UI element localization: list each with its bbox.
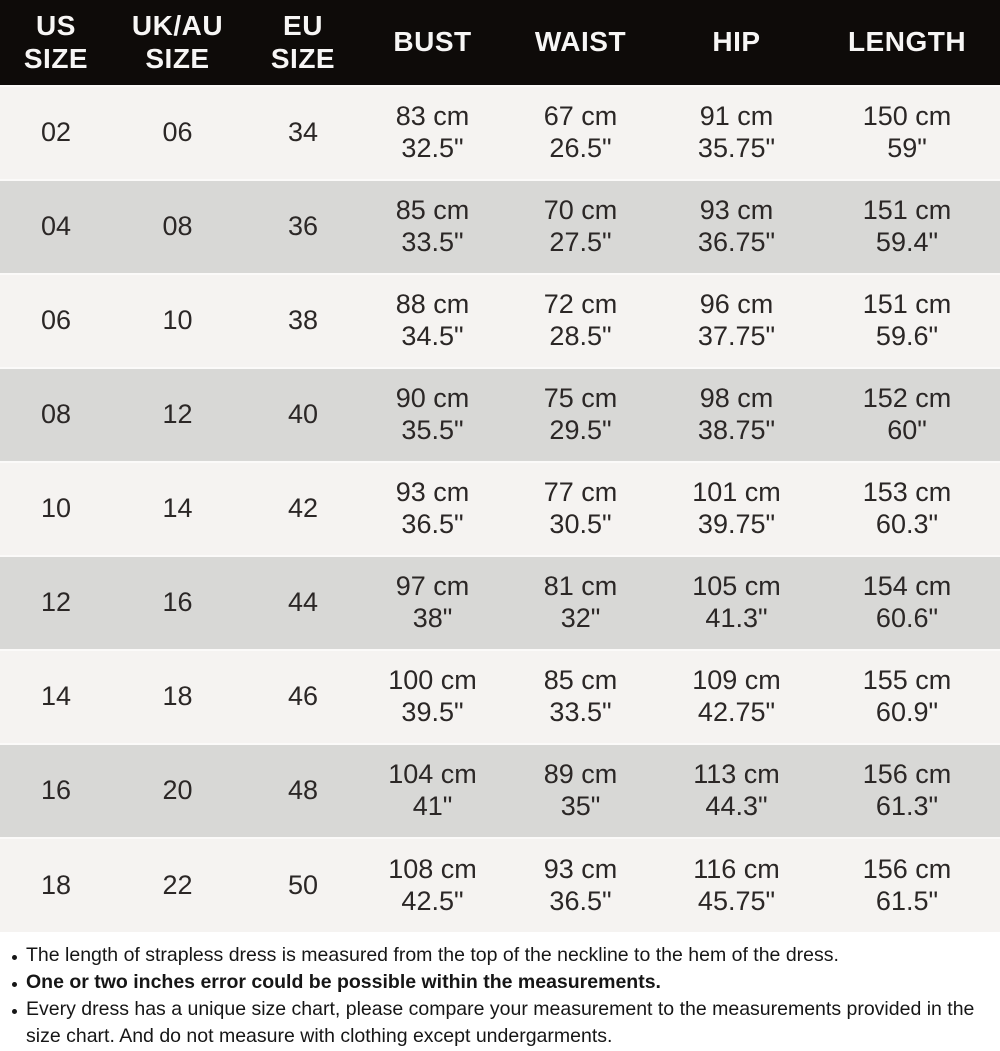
cell-waist: 75 cm 29.5" (502, 367, 659, 462)
cell-length: 150 cm 59" (814, 85, 1000, 180)
cell-uk-au-size: 08 (112, 179, 243, 274)
cell-us-size: 18 (0, 837, 112, 932)
header-row: US SIZE UK/AU SIZE EU SIZE BUST WAIST HIP LENGTH (0, 0, 1000, 86)
table-row: 14 18 46 100 cm 39.5" 85 cm 33.5" 109 cm 42.75" 1… (0, 649, 1000, 744)
cell-length: 152 cm 60" (814, 367, 1000, 462)
cell-uk-au-size: 06 (112, 85, 243, 180)
table-row: 10 14 42 93 cm 36.5" 77 cm 30.5" 101 cm 39.75" 15… (0, 461, 1000, 556)
column-header-hip: HIP (712, 26, 761, 58)
cell-eu-size: 38 (243, 273, 363, 368)
table-row: 16 20 48 104 cm 41" 89 cm 35" 113 cm 44.3" 156 cm… (0, 743, 1000, 838)
cell-uk-au-size: 22 (112, 837, 243, 932)
column-header-length: LENGTH (847, 26, 967, 58)
cell-uk-au-size: 16 (112, 555, 243, 650)
cell-waist: 67 cm 26.5" (502, 85, 659, 180)
cell-eu-size: 44 (243, 555, 363, 650)
column-header-uk-au-size: UK/AU SIZE (131, 10, 224, 74)
note-text: The length of strapless dress is measure… (26, 944, 839, 966)
column-header-eu-size: EU SIZE (270, 10, 336, 74)
cell-us-size: 16 (0, 743, 112, 838)
note-item: The length of strapless dress is measure… (6, 942, 990, 969)
note-text: Every dress has a unique size chart, ple… (26, 998, 975, 1047)
cell-bust: 104 cm 41" (363, 743, 502, 838)
cell-eu-size: 48 (243, 743, 363, 838)
cell-hip: 91 cm 35.75" (659, 85, 814, 180)
note-text: One or two inches error could be possibl… (26, 971, 661, 993)
cell-eu-size: 50 (243, 837, 363, 932)
notes-section: The length of strapless dress is measure… (0, 932, 1000, 1050)
bullet-icon (12, 1009, 17, 1014)
cell-uk-au-size: 20 (112, 743, 243, 838)
cell-us-size: 06 (0, 273, 112, 368)
cell-us-size: 14 (0, 649, 112, 744)
cell-length: 156 cm 61.3" (814, 743, 1000, 838)
cell-uk-au-size: 14 (112, 461, 243, 556)
bullet-icon (12, 955, 17, 960)
cell-length: 156 cm 61.5" (814, 837, 1000, 932)
cell-eu-size: 40 (243, 367, 363, 462)
bullet-icon (12, 982, 17, 987)
cell-waist: 81 cm 32" (502, 555, 659, 650)
cell-waist: 89 cm 35" (502, 743, 659, 838)
cell-hip: 93 cm 36.75" (659, 179, 814, 274)
column-header-us-size: US SIZE (23, 10, 89, 74)
cell-uk-au-size: 18 (112, 649, 243, 744)
size-table-body: 02 06 34 83 cm 32.5" 67 cm 26.5" 91 cm 35.75" 150… (0, 85, 1000, 932)
cell-bust: 85 cm 33.5" (363, 179, 502, 274)
cell-hip: 109 cm 42.75" (659, 649, 814, 744)
cell-bust: 90 cm 35.5" (363, 367, 502, 462)
cell-us-size: 10 (0, 461, 112, 556)
cell-length: 151 cm 59.4" (814, 179, 1000, 274)
note-item: One or two inches error could be possibl… (6, 969, 990, 996)
cell-length: 153 cm 60.3" (814, 461, 1000, 556)
cell-hip: 101 cm 39.75" (659, 461, 814, 556)
cell-bust: 83 cm 32.5" (363, 85, 502, 180)
cell-length: 154 cm 60.6" (814, 555, 1000, 650)
cell-bust: 88 cm 34.5" (363, 273, 502, 368)
table-row: 04 08 36 85 cm 33.5" 70 cm 27.5" 93 cm 36.75" 151… (0, 179, 1000, 274)
note-item: Every dress has a unique size chart, ple… (6, 996, 990, 1050)
cell-waist: 70 cm 27.5" (502, 179, 659, 274)
cell-us-size: 12 (0, 555, 112, 650)
cell-eu-size: 46 (243, 649, 363, 744)
cell-eu-size: 36 (243, 179, 363, 274)
column-header-waist: WAIST (534, 26, 627, 58)
cell-us-size: 02 (0, 85, 112, 180)
table-row: 18 22 50 108 cm 42.5" 93 cm 36.5" 116 cm 45.75" 1… (0, 837, 1000, 932)
table-row: 02 06 34 83 cm 32.5" 67 cm 26.5" 91 cm 35.75" 150… (0, 85, 1000, 180)
cell-hip: 116 cm 45.75" (659, 837, 814, 932)
cell-bust: 100 cm 39.5" (363, 649, 502, 744)
cell-waist: 77 cm 30.5" (502, 461, 659, 556)
cell-length: 151 cm 59.6" (814, 273, 1000, 368)
table-row: 08 12 40 90 cm 35.5" 75 cm 29.5" 98 cm 38.75" 152… (0, 367, 1000, 462)
cell-eu-size: 42 (243, 461, 363, 556)
cell-hip: 113 cm 44.3" (659, 743, 814, 838)
cell-waist: 93 cm 36.5" (502, 837, 659, 932)
cell-us-size: 08 (0, 367, 112, 462)
column-header-bust: BUST (393, 26, 472, 58)
cell-us-size: 04 (0, 179, 112, 274)
cell-uk-au-size: 12 (112, 367, 243, 462)
cell-hip: 105 cm 41.3" (659, 555, 814, 650)
cell-eu-size: 34 (243, 85, 363, 180)
cell-hip: 98 cm 38.75" (659, 367, 814, 462)
cell-uk-au-size: 10 (112, 273, 243, 368)
cell-bust: 97 cm 38" (363, 555, 502, 650)
cell-bust: 108 cm 42.5" (363, 837, 502, 932)
cell-length: 155 cm 60.9" (814, 649, 1000, 744)
cell-bust: 93 cm 36.5" (363, 461, 502, 556)
cell-waist: 85 cm 33.5" (502, 649, 659, 744)
table-row: 06 10 38 88 cm 34.5" 72 cm 28.5" 96 cm 37.75" 151… (0, 273, 1000, 368)
cell-waist: 72 cm 28.5" (502, 273, 659, 368)
size-table: US SIZE UK/AU SIZE EU SIZE BUST WAIST HIP LENGTH … (0, 0, 1000, 932)
table-row: 12 16 44 97 cm 38" 81 cm 32" 105 cm 41.3" 154 cm 6… (0, 555, 1000, 650)
cell-hip: 96 cm 37.75" (659, 273, 814, 368)
